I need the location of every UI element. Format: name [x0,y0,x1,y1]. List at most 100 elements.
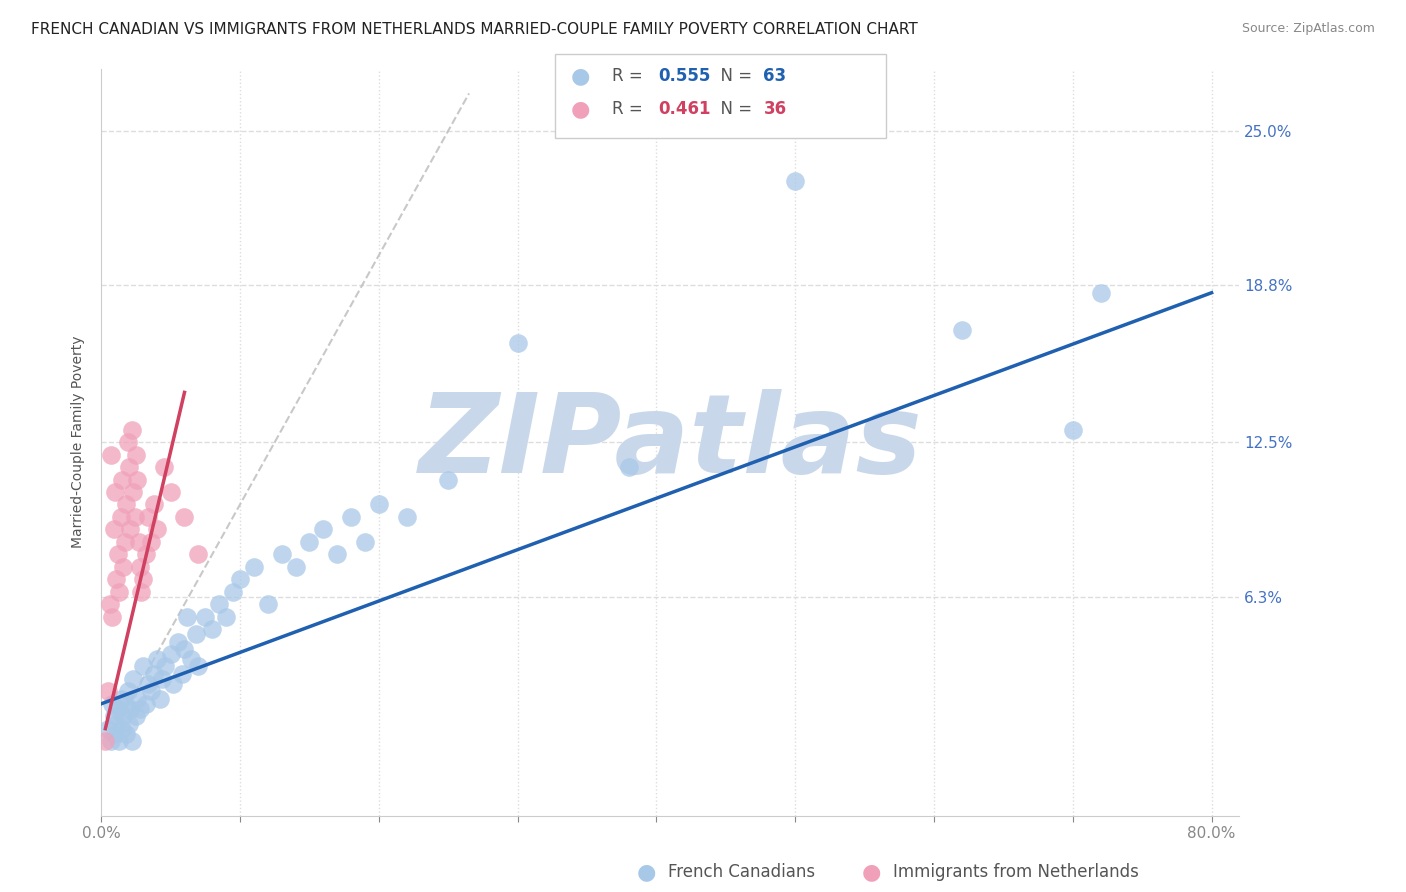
Point [184,627,207,641]
Text: 0.461: 0.461 [658,100,710,118]
Point [159,647,181,661]
Point [118,716,141,731]
Text: 63: 63 [763,67,786,85]
Point [105,716,128,731]
Point [110,691,132,706]
Point [138,510,160,524]
Point [114,697,136,711]
Point [312,523,335,537]
Point [101,697,124,711]
Point [1062,423,1084,437]
Point [105,572,128,586]
Point [785,173,807,187]
Point [100,734,122,748]
Point [229,572,252,586]
Point [129,702,152,716]
Point [437,473,460,487]
Y-axis label: Married-Couple Family Poverty: Married-Couple Family Poverty [72,336,86,549]
Point [108,584,131,599]
Point [125,709,148,723]
Point [176,609,198,624]
Point [129,559,152,574]
Point [215,609,238,624]
Text: Source: ZipAtlas.com: Source: ZipAtlas.com [1241,22,1375,36]
Point [104,727,127,741]
Point [166,634,188,648]
Text: ●: ● [862,863,882,882]
Text: R =: R = [612,67,648,85]
Point [180,652,202,666]
Point [104,485,127,500]
Point [94,734,117,748]
Point [170,666,193,681]
Point [162,677,184,691]
Point [127,473,149,487]
Point [120,523,142,537]
Point [142,666,165,681]
Text: ●: ● [571,66,591,86]
Text: French Canadians: French Canadians [668,863,815,881]
Point [103,709,125,723]
Point [101,609,124,624]
Text: Immigrants from Netherlands: Immigrants from Netherlands [893,863,1139,881]
Text: 36: 36 [763,100,786,118]
Point [340,510,363,524]
Point [150,672,173,686]
Point [617,460,640,475]
Point [201,622,224,636]
Point [354,534,377,549]
Point [103,523,125,537]
Point [120,702,142,716]
Point [148,691,170,706]
Text: 0.555: 0.555 [658,67,710,85]
Point [153,659,176,673]
Point [141,684,163,698]
Point [138,677,160,691]
Point [112,559,135,574]
Point [506,335,529,350]
Text: ZIPatlas: ZIPatlas [419,389,922,496]
Text: ●: ● [571,99,591,119]
Point [132,659,155,673]
Point [326,547,349,561]
Text: R =: R = [612,100,648,118]
Point [118,460,141,475]
Point [152,460,174,475]
Point [173,510,195,524]
Point [107,547,129,561]
Point [112,709,135,723]
Point [97,722,120,736]
Point [1090,285,1112,300]
Point [141,534,163,549]
Point [107,702,129,716]
Point [108,734,131,748]
Point [270,547,292,561]
Point [187,659,209,673]
Point [142,498,165,512]
Point [122,485,145,500]
Point [117,684,139,698]
Point [367,498,389,512]
Text: N =: N = [710,100,758,118]
Point [187,547,209,561]
Point [98,597,121,611]
Point [194,609,217,624]
Point [135,697,157,711]
Point [111,473,134,487]
Point [97,684,120,698]
Point [121,734,143,748]
Point [132,572,155,586]
Point [395,510,418,524]
Point [124,510,146,524]
Point [122,672,145,686]
Text: ●: ● [637,863,657,882]
Point [135,547,157,561]
Point [256,597,278,611]
Point [208,597,231,611]
Point [117,435,139,450]
Text: N =: N = [710,67,758,85]
Point [145,523,167,537]
Point [110,510,132,524]
Point [100,448,122,462]
Point [243,559,266,574]
